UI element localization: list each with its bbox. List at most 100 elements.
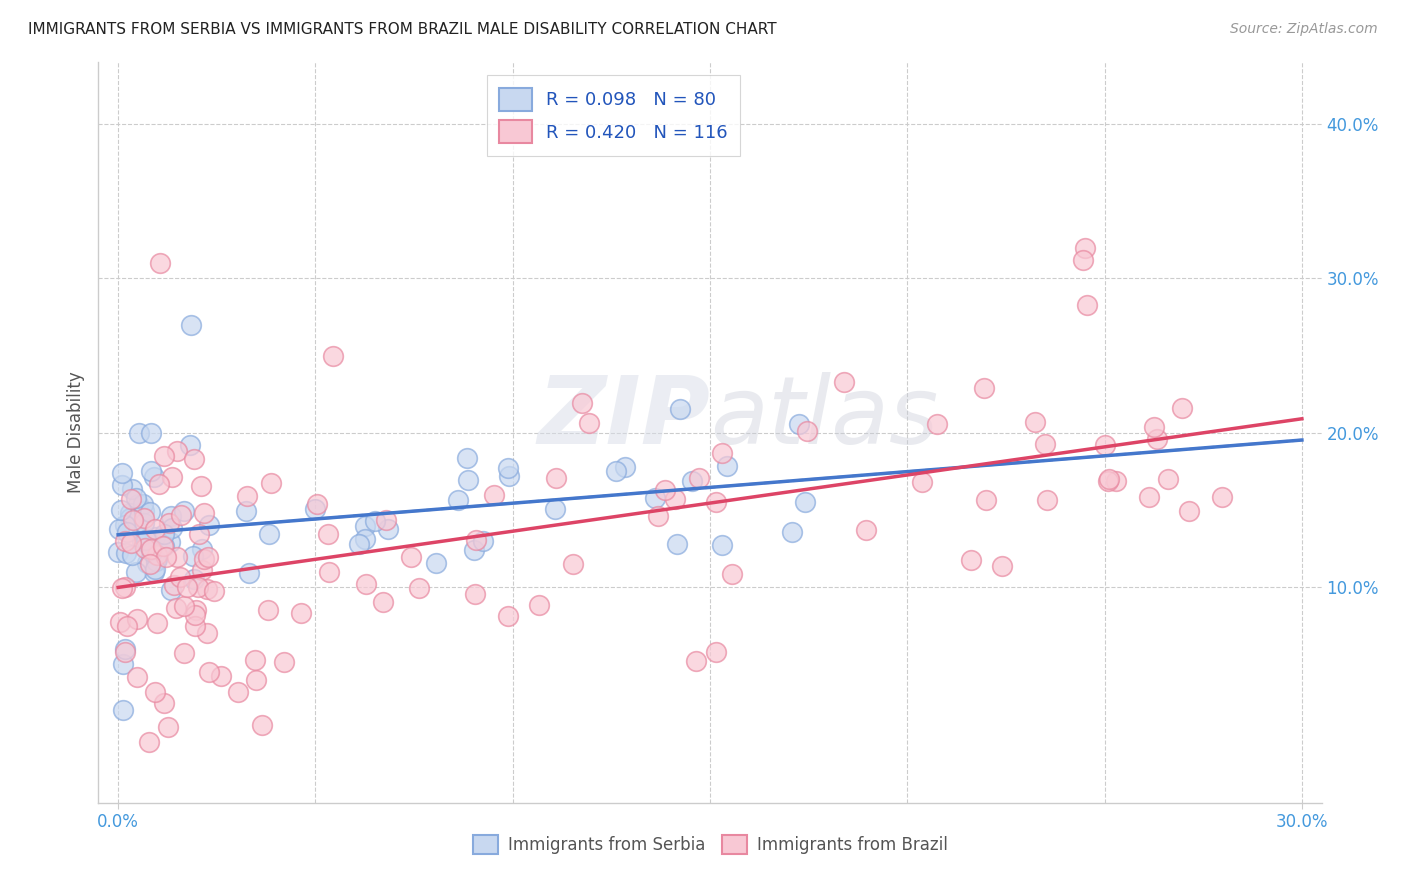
Point: [664, 491, 686, 506]
Point: [155, 549, 177, 564]
Point: [112, 657, 135, 671]
Point: [463, 543, 485, 558]
Point: [364, 514, 387, 528]
Point: [135, 556, 157, 570]
Point: [561, 558, 583, 572]
Point: [711, 446, 734, 460]
Point: [1105, 475, 1128, 489]
Point: [647, 509, 669, 524]
Point: [142, 470, 165, 484]
Point: [141, 544, 163, 558]
Point: [145, 530, 167, 544]
Point: [176, 580, 198, 594]
Point: [108, 522, 131, 536]
Point: [191, 563, 214, 577]
Point: [114, 517, 136, 532]
Point: [605, 464, 627, 478]
Point: [115, 619, 138, 633]
Point: [685, 654, 707, 668]
Point: [146, 551, 169, 566]
Point: [181, 549, 204, 563]
Point: [1035, 493, 1057, 508]
Point: [354, 576, 377, 591]
Point: [991, 559, 1014, 574]
Point: [644, 491, 666, 505]
Point: [160, 521, 183, 535]
Point: [127, 515, 149, 529]
Point: [159, 535, 181, 549]
Point: [142, 565, 165, 579]
Point: [159, 583, 181, 598]
Point: [353, 518, 375, 533]
Point: [152, 450, 174, 464]
Point: [114, 546, 136, 560]
Point: [571, 395, 593, 409]
Point: [193, 506, 215, 520]
Point: [796, 424, 818, 438]
Point: [243, 653, 266, 667]
Point: [134, 541, 156, 556]
Point: [121, 482, 143, 496]
Point: [457, 474, 479, 488]
Point: [976, 493, 998, 508]
Point: [160, 508, 183, 523]
Point: [146, 548, 169, 562]
Text: ZIP: ZIP: [537, 372, 710, 464]
Point: [226, 684, 249, 698]
Point: [793, 494, 815, 508]
Point: [179, 438, 201, 452]
Point: [120, 536, 142, 550]
Point: [236, 490, 259, 504]
Point: [273, 655, 295, 669]
Point: [184, 618, 207, 632]
Point: [118, 507, 141, 521]
Point: [668, 401, 690, 416]
Point: [114, 645, 136, 659]
Point: [125, 565, 148, 579]
Point: [1033, 437, 1056, 451]
Point: [613, 460, 636, 475]
Point: [173, 504, 195, 518]
Point: [143, 684, 166, 698]
Point: [162, 470, 184, 484]
Point: [134, 504, 156, 518]
Point: [191, 541, 214, 556]
Point: [238, 566, 260, 581]
Point: [170, 508, 193, 522]
Point: [259, 475, 281, 490]
Point: [183, 572, 205, 586]
Point: [704, 495, 727, 509]
Point: [139, 425, 162, 440]
Point: [173, 599, 195, 614]
Point: [138, 735, 160, 749]
Point: [193, 551, 215, 566]
Point: [152, 540, 174, 554]
Text: IMMIGRANTS FROM SERBIA VS IMMIGRANTS FROM BRAZIL MALE DISABILITY CORRELATION CHA: IMMIGRANTS FROM SERBIA VS IMMIGRANTS FRO…: [28, 22, 776, 37]
Point: [202, 583, 225, 598]
Point: [721, 566, 744, 581]
Point: [197, 582, 219, 596]
Point: [925, 417, 948, 431]
Point: [780, 525, 803, 540]
Point: [681, 474, 703, 488]
Point: [257, 603, 280, 617]
Point: [166, 443, 188, 458]
Point: [464, 587, 486, 601]
Point: [1139, 490, 1161, 504]
Point: [134, 516, 156, 530]
Point: [1157, 472, 1180, 486]
Point: [716, 458, 738, 473]
Point: [318, 565, 340, 579]
Point: [165, 600, 187, 615]
Point: [1094, 438, 1116, 452]
Point: [153, 527, 176, 541]
Point: [163, 577, 186, 591]
Point: [120, 511, 142, 525]
Point: [544, 502, 567, 516]
Point: [456, 450, 478, 465]
Point: [143, 522, 166, 536]
Point: [186, 603, 208, 617]
Point: [110, 503, 132, 517]
Point: [111, 582, 134, 596]
Point: [377, 522, 399, 536]
